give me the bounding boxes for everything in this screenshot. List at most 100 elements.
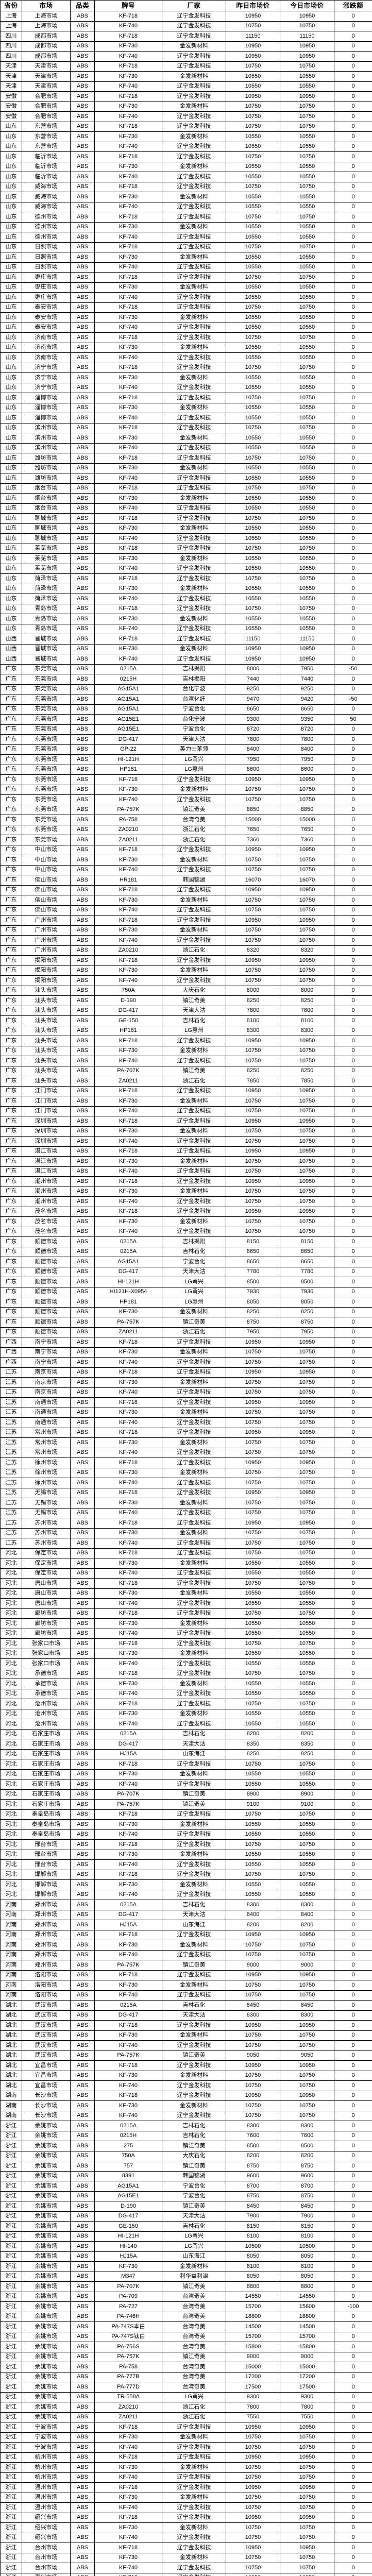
table-row: 江苏 南京市场 ABS KF-740 辽宁金发科技 10750 10750 0 (0, 1387, 372, 1398)
cell-yesterday-price: 10750 (226, 975, 280, 986)
cell-change: 0 (334, 1578, 372, 1589)
cell-grade: KF-730 (94, 1347, 162, 1358)
cell-yesterday-price: 10950 (226, 2020, 280, 2031)
cell-grade: KF-730 (94, 1407, 162, 1418)
cell-category: ABS (70, 794, 95, 805)
cell-grade: KF-740 (94, 865, 162, 875)
cell-grade: KF-730 (94, 1940, 162, 1951)
cell-yesterday-price: 7800 (226, 1005, 280, 1016)
cell-maker: 辽宁金发科技 (162, 623, 226, 634)
cell-province: 山东 (0, 181, 22, 192)
cell-province: 广东 (0, 1116, 22, 1127)
cell-change: 0 (334, 1005, 372, 1016)
cell-province: 河北 (0, 1679, 22, 1689)
cell-market: 青岛市场 (22, 614, 71, 624)
cell-market: 郑州市场 (22, 1960, 71, 1971)
cell-maker: 金发新材料 (162, 643, 226, 654)
cell-maker: 辽宁金发科技 (162, 1166, 226, 1177)
cell-market: 湛江市场 (22, 1146, 71, 1157)
cell-yesterday-price: 8100 (226, 1015, 280, 1026)
cell-today-price: 8450 (280, 2201, 334, 2212)
cell-today-price: 10950 (280, 1086, 334, 1096)
table-row: 河北 石家庄市场 ABS PA-757K 镇江奇美 9100 9100 0 (0, 1799, 372, 1810)
cell-market: 温州市场 (22, 2492, 71, 2503)
cell-market: 石家庄市场 (22, 1789, 71, 1800)
table-row: 安徽 合肥市场 ABS KF-730 金发新材料 10750 10750 0 (0, 101, 372, 112)
table-row: 广东 广州市场 ABS ZA0210 浙江石化 8320 8320 0 (0, 945, 372, 956)
table-row: 山东 滨州市场 ABS KF-730 金发新材料 10550 10550 0 (0, 433, 372, 444)
cell-today-price: 10550 (280, 1628, 334, 1639)
table-row: 江苏 常州市场 ABS KF-730 金发新材料 10750 10750 0 (0, 1437, 372, 1448)
cell-market: 晋城市场 (22, 634, 71, 645)
cell-market: 宁波市场 (22, 2422, 71, 2433)
cell-yesterday-price: 8320 (226, 945, 280, 956)
cell-grade: KF-730 (94, 1879, 162, 1890)
cell-grade: DG-417 (94, 2010, 162, 2021)
cell-market: 徐州市场 (22, 1458, 71, 1468)
cell-market: 东莞市场 (22, 694, 71, 705)
cell-market: 保定市场 (22, 1568, 71, 1579)
cell-yesterday-price: 10750 (226, 1548, 280, 1558)
cell-province: 山东 (0, 272, 22, 283)
cell-province: 江苏 (0, 1437, 22, 1448)
cell-grade: KF-730 (94, 1467, 162, 1478)
cell-market: 日照市场 (22, 252, 71, 263)
cell-maker: 镇江奇美 (162, 1799, 226, 1810)
cell-today-price: 7850 (280, 1076, 334, 1087)
cell-grade: PA-746H (94, 2311, 162, 2322)
cell-grade: KF-718 (94, 11, 162, 22)
table-row: 山东 日照市场 ABS KF-718 辽宁金发科技 10750 10750 0 (0, 242, 372, 252)
cell-maker: 吉林石化 (162, 1246, 226, 1257)
cell-maker: 辽宁金发科技 (162, 1136, 226, 1147)
cell-change: 0 (334, 2110, 372, 2121)
cell-province: 山东 (0, 161, 22, 172)
cell-change: -50 (334, 664, 372, 674)
cell-maker: 镇江奇美 (162, 2161, 226, 2172)
cell-grade: KF-730 (94, 493, 162, 504)
table-row: 天津 天津市场 ABS KF-718 辽宁金发科技 10750 10750 0 (0, 61, 372, 72)
cell-market: 佛山市场 (22, 885, 71, 895)
cell-maker: 浙江石化 (162, 2402, 226, 2413)
cell-province: 广东 (0, 684, 22, 694)
cell-change: 0 (334, 1146, 372, 1157)
cell-market: 邢台市场 (22, 1839, 71, 1850)
cell-change: 0 (334, 2040, 372, 2051)
cell-grade: KF-718 (94, 1839, 162, 1850)
cell-change: 0 (334, 1628, 372, 1639)
cell-province: 广东 (0, 1045, 22, 1056)
cell-yesterday-price: 10750 (226, 1608, 280, 1619)
cell-maker: 台湾奇美 (162, 2331, 226, 2342)
cell-market: 杭州市场 (22, 2452, 71, 2463)
cell-category: ABS (70, 1136, 95, 1147)
table-row: 江苏 无锡市场 ABS KF-730 金发新材料 10750 10750 0 (0, 1498, 372, 1509)
cell-today-price: 10950 (280, 955, 334, 966)
cell-grade: KF-740 (94, 2040, 162, 2051)
table-row: 河北 邯郸市场 ABS KF-718 辽宁金发科技 10750 10750 0 (0, 1869, 372, 1880)
cell-category: ABS (70, 2331, 95, 2342)
cell-category: ABS (70, 1679, 95, 1689)
table-row: 浙江 余姚市场 ABS M347 利华益利津 8050 8050 0 (0, 2271, 372, 2282)
cell-change: 0 (334, 1699, 372, 1709)
table-row: 山东 淄博市场 ABS KF-718 辽宁金发科技 10750 10750 0 (0, 393, 372, 403)
table-row: 河北 石家庄市场 ABS DG-417 天津大沽 8350 8350 0 (0, 1739, 372, 1750)
cell-market: 汕头市场 (22, 1045, 71, 1056)
cell-maker: 镇江奇美 (162, 1317, 226, 1328)
cell-maker: 镇江奇美 (162, 2141, 226, 2151)
cell-province: 山东 (0, 201, 22, 212)
cell-today-price: 10750 (280, 1839, 334, 1850)
cell-today-price: 10950 (280, 654, 334, 665)
cell-province: 河南 (0, 1950, 22, 1960)
cell-grade: KF-730 (94, 643, 162, 654)
cell-change: 0 (334, 1779, 372, 1790)
cell-today-price: 10750 (280, 1126, 334, 1137)
cell-province: 广东 (0, 764, 22, 775)
cell-province: 浙江 (0, 2482, 22, 2493)
cell-market: 济宁市场 (22, 382, 71, 393)
cell-maker: 浙江石化 (162, 2412, 226, 2422)
table-row: 浙江 余姚市场 ABS PA-747S本白 台湾奇美 14500 14500 0 (0, 2321, 372, 2332)
cell-today-price: 10550 (280, 382, 334, 393)
cell-market: 台州市场 (22, 2543, 71, 2553)
cell-grade: ZA0210 (94, 945, 162, 956)
cell-change: 0 (334, 643, 372, 654)
cell-change: 0 (334, 1487, 372, 1498)
